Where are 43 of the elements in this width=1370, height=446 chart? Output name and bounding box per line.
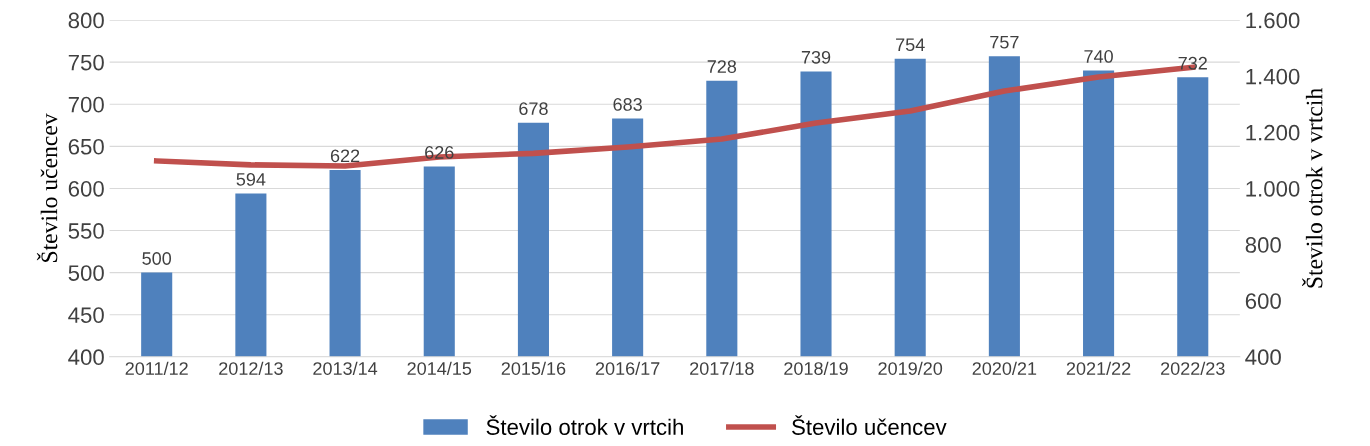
y-tick-label: 550 xyxy=(68,223,104,239)
y2-axis-title: Število otrok v vrtcih xyxy=(1302,88,1323,288)
data-label: 500 xyxy=(142,252,172,265)
y-tick-label: 450 xyxy=(68,307,104,323)
data-label: 622 xyxy=(330,149,360,163)
y2-tick-label: 1.600 xyxy=(1246,12,1300,29)
data-label: 732 xyxy=(1178,56,1207,70)
x-tick-label: 2020/21 xyxy=(972,361,1037,375)
y-tick-label: 500 xyxy=(68,265,104,281)
legend-label: Število učencev xyxy=(792,415,947,435)
data-label: 740 xyxy=(1084,50,1113,63)
y-tick-label: 700 xyxy=(68,96,104,113)
x-tick-label: 2011/12 xyxy=(125,361,188,375)
y-tick-label: 600 xyxy=(68,180,104,197)
x-tick-label: 2016/17 xyxy=(595,361,660,375)
y2-tick-label: 1.200 xyxy=(1246,124,1300,141)
data-label: 728 xyxy=(707,60,737,73)
x-tick-label: 2018/19 xyxy=(784,361,848,375)
data-label: 594 xyxy=(236,172,266,186)
x-tick-label: 2013/14 xyxy=(313,361,378,375)
x-tick-label: 2019/20 xyxy=(878,361,943,375)
legend-label: Število otrok v vrtcih xyxy=(486,415,683,435)
y-tick-label: 650 xyxy=(68,138,104,155)
data-label: 678 xyxy=(519,102,548,116)
y2-tick-label: 1.400 xyxy=(1246,68,1300,85)
x-tick-label: 2022/23 xyxy=(1161,361,1225,375)
x-tick-label: 2012/13 xyxy=(219,361,283,375)
y-tick-label: 750 xyxy=(68,54,104,71)
y-axis-title: Število učencev xyxy=(36,113,58,262)
data-label: 754 xyxy=(896,38,925,52)
y-tick-label: 400 xyxy=(68,349,104,366)
data-label: 683 xyxy=(613,98,642,111)
data-label: 739 xyxy=(801,50,831,64)
x-tick-label: 2015/16 xyxy=(501,361,566,375)
x-tick-label: 2014/15 xyxy=(407,361,472,375)
x-tick-label: 2021/22 xyxy=(1066,361,1131,375)
y-tick-label: 800 xyxy=(68,12,104,29)
y2-tick-label: 1.000 xyxy=(1246,180,1300,197)
data-label: 757 xyxy=(990,35,1019,49)
y2-tick-label: 400 xyxy=(1245,349,1281,366)
y2-tick-label: 800 xyxy=(1245,237,1281,253)
y2-tick-label: 600 xyxy=(1245,293,1281,309)
x-tick-label: 2017/18 xyxy=(690,361,754,375)
